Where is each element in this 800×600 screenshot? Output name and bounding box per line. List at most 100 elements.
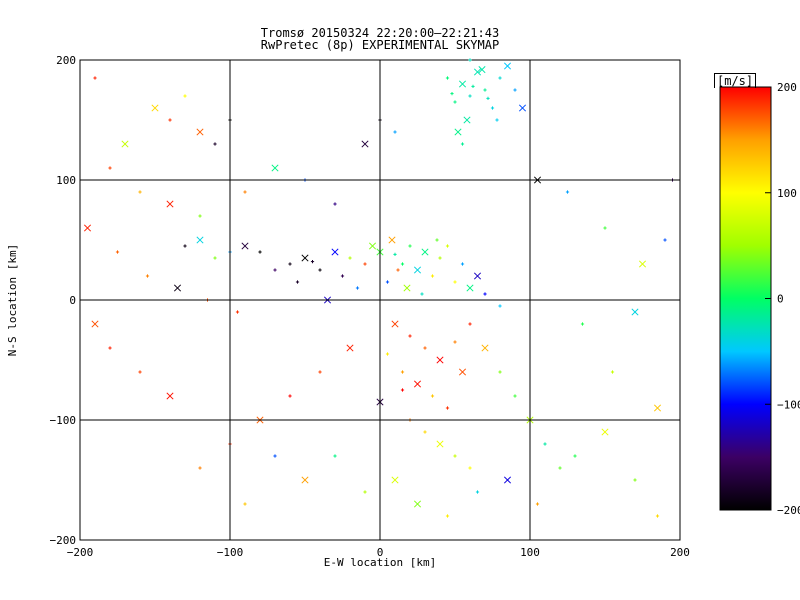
data-point bbox=[413, 380, 422, 388]
data-point bbox=[368, 242, 377, 250]
data-point bbox=[400, 388, 405, 392]
data-point bbox=[391, 320, 399, 328]
data-point bbox=[475, 490, 480, 494]
data-point bbox=[168, 118, 172, 122]
y-tick-label: −100 bbox=[50, 414, 77, 427]
data-point bbox=[558, 466, 562, 470]
data-point bbox=[610, 370, 615, 374]
data-point bbox=[458, 368, 467, 376]
data-point bbox=[438, 256, 442, 260]
data-point bbox=[91, 320, 99, 328]
data-point bbox=[580, 322, 585, 326]
data-point bbox=[361, 140, 369, 148]
data-point bbox=[483, 88, 487, 92]
data-point bbox=[420, 292, 424, 296]
data-point bbox=[213, 142, 217, 146]
data-point bbox=[271, 164, 279, 172]
data-point bbox=[318, 370, 322, 374]
data-point bbox=[638, 260, 647, 268]
x-tick-label: −200 bbox=[67, 546, 94, 559]
data-point bbox=[498, 76, 502, 80]
data-point bbox=[535, 502, 540, 506]
data-point bbox=[413, 500, 422, 508]
data-point bbox=[288, 394, 292, 398]
y-axis-label: N-S location [km] bbox=[6, 243, 19, 357]
x-axis-label: E-W location [km] bbox=[323, 556, 437, 569]
data-point bbox=[198, 466, 202, 470]
grid-lines bbox=[80, 60, 680, 540]
data-point bbox=[473, 68, 482, 76]
data-point bbox=[483, 292, 487, 296]
data-point bbox=[454, 128, 462, 136]
data-point bbox=[391, 476, 399, 484]
data-point bbox=[460, 142, 465, 146]
data-point bbox=[655, 514, 660, 518]
data-point bbox=[138, 190, 142, 194]
data-point bbox=[468, 94, 472, 98]
data-point bbox=[458, 80, 467, 88]
data-point bbox=[340, 274, 345, 278]
data-point bbox=[388, 236, 396, 244]
data-point bbox=[385, 352, 390, 356]
data-point bbox=[273, 268, 277, 272]
data-point bbox=[243, 502, 247, 506]
data-point bbox=[310, 260, 315, 264]
data-point bbox=[93, 76, 97, 80]
y-tick-label: 200 bbox=[56, 54, 76, 67]
data-point bbox=[503, 476, 512, 484]
data-point bbox=[518, 104, 527, 112]
data-point bbox=[273, 454, 277, 458]
data-point bbox=[333, 202, 337, 206]
data-point bbox=[138, 370, 142, 374]
data-point bbox=[490, 106, 495, 110]
data-point bbox=[471, 84, 475, 88]
data-point bbox=[243, 190, 247, 194]
y-tick-label: 100 bbox=[56, 174, 76, 187]
data-point bbox=[151, 104, 159, 112]
data-point bbox=[486, 96, 490, 100]
data-point bbox=[468, 466, 472, 470]
data-point bbox=[108, 166, 112, 170]
data-point bbox=[241, 242, 249, 250]
data-point bbox=[445, 514, 450, 518]
x-axis-ticks: −200 −100 0 100 200 bbox=[67, 546, 690, 559]
data-point bbox=[631, 308, 639, 316]
colorbar-tick-label: 200 bbox=[777, 81, 797, 94]
data-point bbox=[301, 476, 309, 484]
data-point bbox=[436, 356, 444, 364]
y-tick-label: 0 bbox=[69, 294, 76, 307]
data-point bbox=[453, 100, 457, 104]
colorbar-tick-label: −200 bbox=[777, 504, 800, 517]
data-point bbox=[115, 250, 120, 254]
data-point bbox=[346, 344, 354, 352]
data-point bbox=[121, 140, 129, 148]
x-tick-label: 100 bbox=[520, 546, 540, 559]
data-point bbox=[173, 284, 182, 292]
data-point bbox=[421, 248, 429, 256]
data-point bbox=[498, 370, 502, 374]
data-point bbox=[478, 66, 486, 74]
data-point bbox=[393, 252, 397, 256]
data-point bbox=[430, 394, 435, 398]
data-point bbox=[183, 244, 187, 248]
data-point bbox=[183, 94, 187, 98]
data-point bbox=[436, 440, 444, 448]
data-point bbox=[235, 310, 240, 314]
y-axis-ticks: −200 −100 0 100 200 bbox=[50, 54, 77, 547]
data-point bbox=[463, 116, 471, 124]
colorbar-ticks: −200 −100 0 100 200 bbox=[765, 81, 800, 517]
data-point bbox=[653, 404, 662, 412]
data-point bbox=[468, 58, 472, 62]
data-point bbox=[513, 394, 517, 398]
data-point bbox=[435, 238, 439, 242]
data-point bbox=[108, 346, 112, 350]
data-point bbox=[565, 190, 570, 194]
data-point bbox=[445, 244, 450, 248]
data-point bbox=[445, 406, 450, 410]
data-point bbox=[396, 268, 400, 272]
colorbar bbox=[719, 86, 772, 511]
data-point bbox=[318, 268, 322, 272]
data-point bbox=[445, 76, 450, 80]
data-point bbox=[423, 430, 427, 434]
